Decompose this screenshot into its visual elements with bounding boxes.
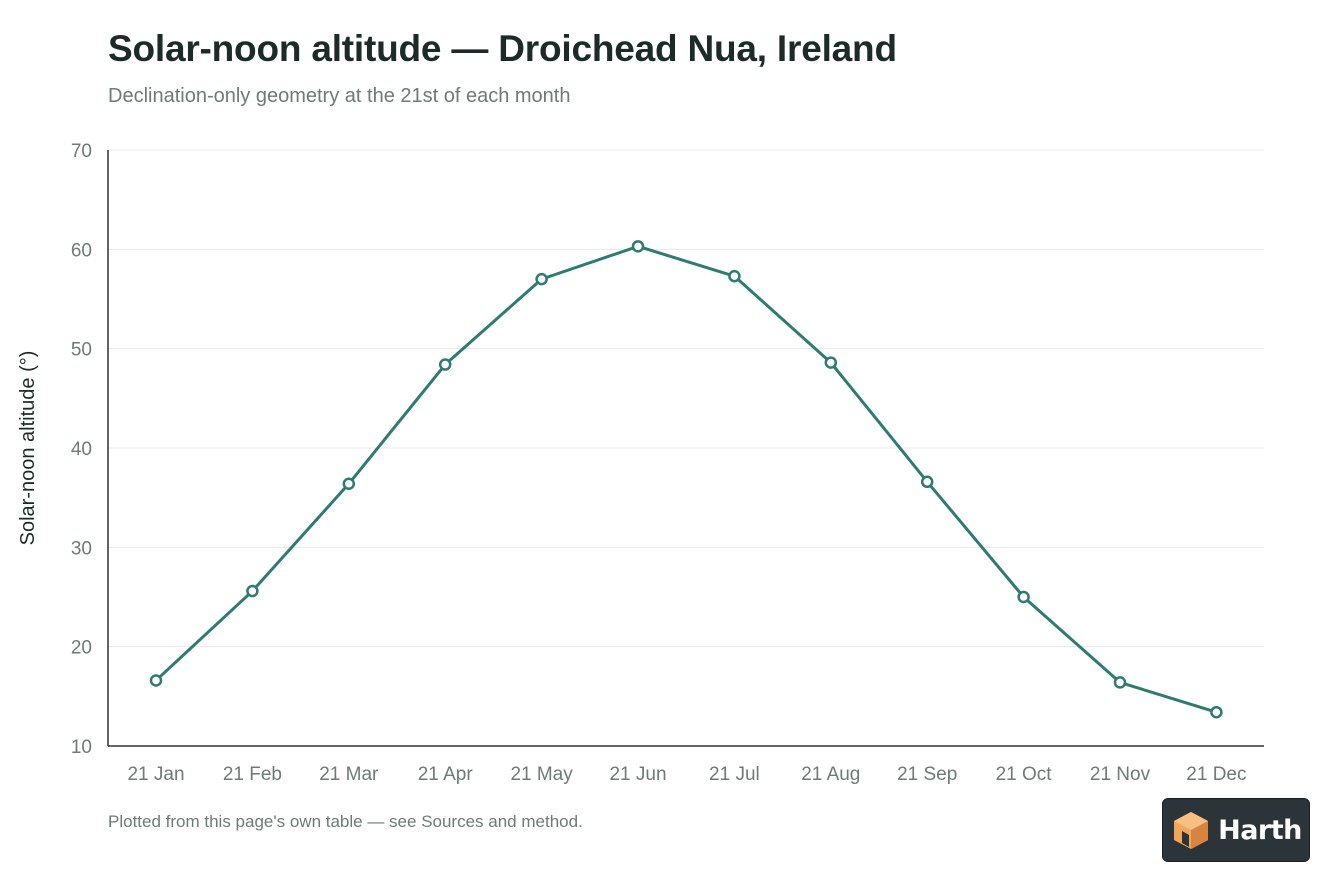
- series-line: [154, 244, 1218, 714]
- x-tick-label: 21 Jul: [709, 764, 760, 785]
- y-tick-label: 70: [71, 141, 92, 162]
- x-tick-label: 21 Oct: [996, 764, 1053, 785]
- data-point: [1113, 676, 1127, 689]
- harth-cube-logo-icon: [1174, 812, 1209, 849]
- data-point: [1017, 590, 1030, 604]
- x-tick-label: 21 Aug: [801, 764, 860, 785]
- data-point: [631, 240, 645, 253]
- chart-title: Solar-noon altitude — Droichead Nua, Ire…: [108, 28, 897, 69]
- data-point: [246, 584, 259, 598]
- data-point: [535, 272, 548, 286]
- x-tick-label: 21 Dec: [1186, 764, 1246, 785]
- brand-name: Harth: [1218, 814, 1302, 846]
- x-tick-label: 21 Nov: [1090, 764, 1151, 785]
- brand-badge[interactable]: Harth: [1162, 798, 1310, 862]
- data-point: [1210, 705, 1223, 719]
- data-point: [920, 475, 934, 489]
- source-note: Plotted from this page's own table — see…: [108, 812, 583, 831]
- x-tick-label: 21 Jan: [127, 764, 184, 785]
- y-tick-label: 50: [71, 340, 92, 361]
- data-point: [342, 477, 356, 491]
- data-point: [824, 356, 838, 369]
- x-tick-label: 21 Sep: [897, 764, 957, 785]
- chart-subtitle: Declination-only geometry at the 21st of…: [108, 85, 571, 107]
- data-point: [438, 358, 452, 371]
- data-point: [728, 269, 741, 283]
- data-point: [149, 674, 163, 687]
- x-tick-label: 21 Mar: [319, 764, 379, 785]
- x-tick-label: 21 Jun: [609, 764, 666, 785]
- y-tick-label: 20: [71, 638, 92, 659]
- y-axis-title: Solar-noon altitude (°): [17, 351, 39, 546]
- y-tick-label: 30: [71, 538, 92, 559]
- y-tick-label: 40: [71, 439, 92, 460]
- y-tick-label: 10: [71, 737, 92, 758]
- y-tick-label: 60: [71, 240, 92, 261]
- x-tick-label: 21 Apr: [418, 764, 474, 785]
- x-tick-label: 21 May: [510, 764, 573, 785]
- x-tick-label: 21 Feb: [223, 764, 282, 785]
